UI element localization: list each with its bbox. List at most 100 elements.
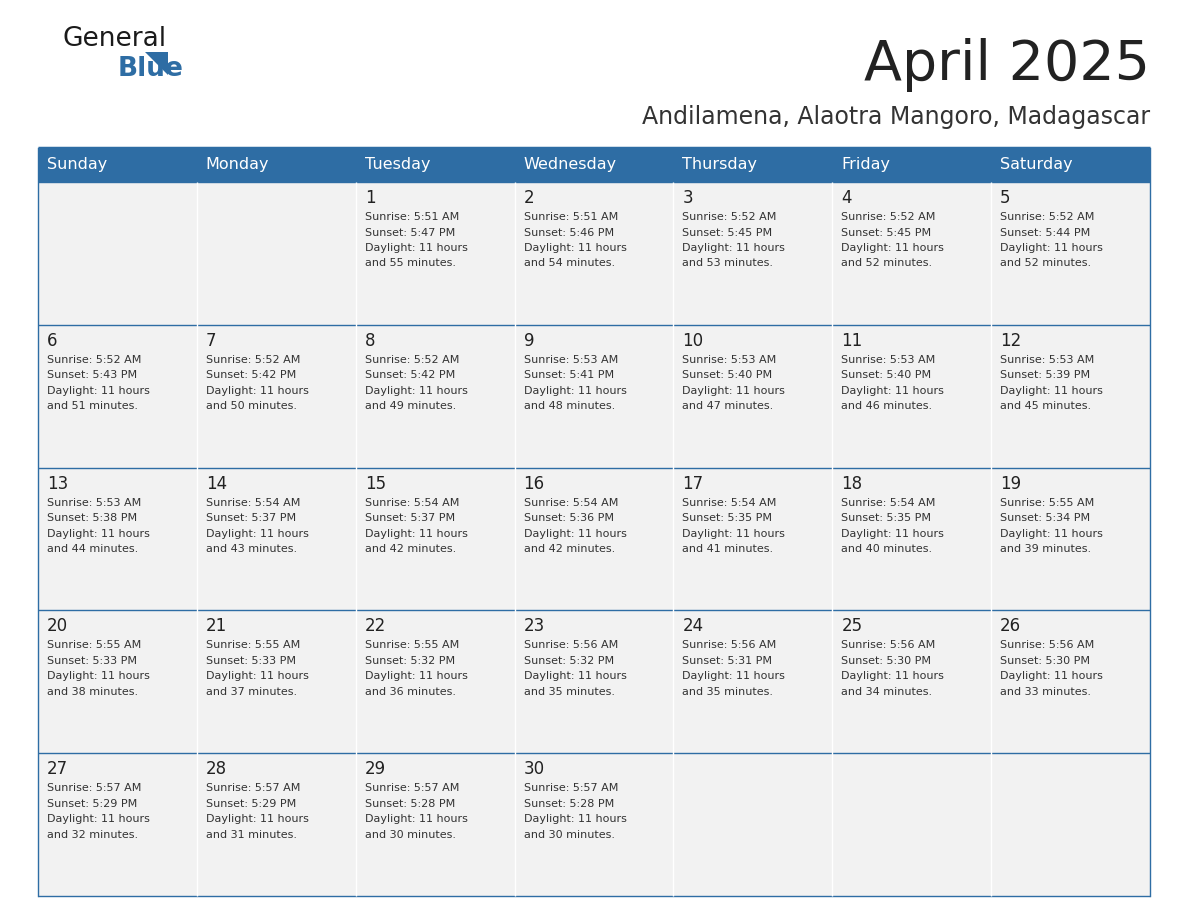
Text: and 33 minutes.: and 33 minutes. bbox=[1000, 687, 1091, 697]
Text: Daylight: 11 hours: Daylight: 11 hours bbox=[365, 529, 468, 539]
Bar bbox=[514, 467, 674, 610]
Text: 23: 23 bbox=[524, 618, 545, 635]
Text: and 54 minutes.: and 54 minutes. bbox=[524, 259, 614, 268]
Text: 7: 7 bbox=[206, 331, 216, 350]
Text: Sunrise: 5:56 AM: Sunrise: 5:56 AM bbox=[1000, 641, 1094, 650]
Text: Daylight: 11 hours: Daylight: 11 hours bbox=[682, 671, 785, 681]
Text: Sunset: 5:42 PM: Sunset: 5:42 PM bbox=[365, 370, 455, 380]
Text: Sunset: 5:35 PM: Sunset: 5:35 PM bbox=[682, 513, 772, 523]
Text: Sunset: 5:40 PM: Sunset: 5:40 PM bbox=[682, 370, 772, 380]
Text: Tuesday: Tuesday bbox=[365, 158, 430, 173]
Text: 18: 18 bbox=[841, 475, 862, 493]
Text: Sunset: 5:40 PM: Sunset: 5:40 PM bbox=[841, 370, 931, 380]
Bar bbox=[991, 148, 1150, 182]
Text: and 30 minutes.: and 30 minutes. bbox=[524, 830, 614, 840]
Text: Daylight: 11 hours: Daylight: 11 hours bbox=[48, 386, 150, 396]
Text: Sunset: 5:47 PM: Sunset: 5:47 PM bbox=[365, 228, 455, 238]
Text: Sunset: 5:35 PM: Sunset: 5:35 PM bbox=[841, 513, 931, 523]
Bar bbox=[674, 610, 833, 753]
Text: 9: 9 bbox=[524, 331, 535, 350]
Text: and 47 minutes.: and 47 minutes. bbox=[682, 401, 773, 411]
Text: 16: 16 bbox=[524, 475, 544, 493]
Text: and 32 minutes.: and 32 minutes. bbox=[48, 830, 138, 840]
Text: Sunrise: 5:54 AM: Sunrise: 5:54 AM bbox=[365, 498, 459, 508]
Bar bbox=[38, 753, 197, 896]
Bar bbox=[38, 148, 197, 182]
Text: Sunset: 5:38 PM: Sunset: 5:38 PM bbox=[48, 513, 137, 523]
Text: Sunrise: 5:54 AM: Sunrise: 5:54 AM bbox=[524, 498, 618, 508]
Text: and 35 minutes.: and 35 minutes. bbox=[682, 687, 773, 697]
Text: Daylight: 11 hours: Daylight: 11 hours bbox=[682, 386, 785, 396]
Text: and 41 minutes.: and 41 minutes. bbox=[682, 544, 773, 554]
Text: Sunset: 5:41 PM: Sunset: 5:41 PM bbox=[524, 370, 614, 380]
Text: 6: 6 bbox=[48, 331, 57, 350]
Text: Daylight: 11 hours: Daylight: 11 hours bbox=[841, 529, 944, 539]
Text: Sunrise: 5:51 AM: Sunrise: 5:51 AM bbox=[365, 212, 459, 222]
Bar bbox=[355, 148, 514, 182]
Text: Daylight: 11 hours: Daylight: 11 hours bbox=[841, 243, 944, 253]
Bar bbox=[355, 610, 514, 753]
Text: and 35 minutes.: and 35 minutes. bbox=[524, 687, 614, 697]
Bar bbox=[514, 753, 674, 896]
Text: 14: 14 bbox=[206, 475, 227, 493]
Text: Daylight: 11 hours: Daylight: 11 hours bbox=[365, 814, 468, 824]
Text: and 37 minutes.: and 37 minutes. bbox=[206, 687, 297, 697]
Text: and 36 minutes.: and 36 minutes. bbox=[365, 687, 456, 697]
Text: 3: 3 bbox=[682, 189, 693, 207]
Text: 13: 13 bbox=[48, 475, 68, 493]
Text: and 38 minutes.: and 38 minutes. bbox=[48, 687, 138, 697]
Text: Sunrise: 5:51 AM: Sunrise: 5:51 AM bbox=[524, 212, 618, 222]
Text: and 52 minutes.: and 52 minutes. bbox=[1000, 259, 1092, 268]
Text: Sunrise: 5:55 AM: Sunrise: 5:55 AM bbox=[48, 641, 141, 650]
Text: Sunrise: 5:55 AM: Sunrise: 5:55 AM bbox=[1000, 498, 1094, 508]
Text: Sunrise: 5:52 AM: Sunrise: 5:52 AM bbox=[365, 354, 459, 364]
Text: Daylight: 11 hours: Daylight: 11 hours bbox=[524, 529, 626, 539]
Text: and 46 minutes.: and 46 minutes. bbox=[841, 401, 933, 411]
Text: Daylight: 11 hours: Daylight: 11 hours bbox=[206, 386, 309, 396]
Text: and 39 minutes.: and 39 minutes. bbox=[1000, 544, 1092, 554]
Text: Sunrise: 5:55 AM: Sunrise: 5:55 AM bbox=[206, 641, 301, 650]
Bar bbox=[355, 182, 514, 325]
Bar bbox=[674, 753, 833, 896]
Text: Sunset: 5:37 PM: Sunset: 5:37 PM bbox=[206, 513, 296, 523]
Bar bbox=[38, 325, 197, 467]
Text: Sunset: 5:43 PM: Sunset: 5:43 PM bbox=[48, 370, 137, 380]
Text: Daylight: 11 hours: Daylight: 11 hours bbox=[48, 814, 150, 824]
Text: Daylight: 11 hours: Daylight: 11 hours bbox=[206, 814, 309, 824]
Bar bbox=[991, 753, 1150, 896]
Bar bbox=[38, 610, 197, 753]
Text: Sunrise: 5:53 AM: Sunrise: 5:53 AM bbox=[841, 354, 935, 364]
Text: Sunset: 5:46 PM: Sunset: 5:46 PM bbox=[524, 228, 614, 238]
Bar bbox=[38, 467, 197, 610]
Text: and 49 minutes.: and 49 minutes. bbox=[365, 401, 456, 411]
Text: Sunrise: 5:53 AM: Sunrise: 5:53 AM bbox=[682, 354, 777, 364]
Bar bbox=[991, 467, 1150, 610]
Text: Sunrise: 5:52 AM: Sunrise: 5:52 AM bbox=[206, 354, 301, 364]
Text: 27: 27 bbox=[48, 760, 68, 778]
Bar bbox=[833, 753, 991, 896]
Text: Daylight: 11 hours: Daylight: 11 hours bbox=[48, 529, 150, 539]
Bar bbox=[991, 182, 1150, 325]
Text: and 50 minutes.: and 50 minutes. bbox=[206, 401, 297, 411]
Text: 12: 12 bbox=[1000, 331, 1022, 350]
Text: Daylight: 11 hours: Daylight: 11 hours bbox=[365, 386, 468, 396]
Bar bbox=[674, 148, 833, 182]
Text: April 2025: April 2025 bbox=[864, 38, 1150, 92]
Text: Sunday: Sunday bbox=[48, 158, 107, 173]
Text: and 44 minutes.: and 44 minutes. bbox=[48, 544, 138, 554]
Text: 24: 24 bbox=[682, 618, 703, 635]
Text: Sunrise: 5:54 AM: Sunrise: 5:54 AM bbox=[841, 498, 936, 508]
Text: Sunset: 5:39 PM: Sunset: 5:39 PM bbox=[1000, 370, 1091, 380]
Bar bbox=[991, 610, 1150, 753]
Text: Daylight: 11 hours: Daylight: 11 hours bbox=[682, 529, 785, 539]
Bar bbox=[197, 148, 355, 182]
Text: 5: 5 bbox=[1000, 189, 1011, 207]
Bar bbox=[197, 753, 355, 896]
Text: Sunset: 5:30 PM: Sunset: 5:30 PM bbox=[841, 655, 931, 666]
Text: Daylight: 11 hours: Daylight: 11 hours bbox=[524, 243, 626, 253]
Text: Sunset: 5:31 PM: Sunset: 5:31 PM bbox=[682, 655, 772, 666]
Bar bbox=[197, 467, 355, 610]
Text: and 31 minutes.: and 31 minutes. bbox=[206, 830, 297, 840]
Text: Wednesday: Wednesday bbox=[524, 158, 617, 173]
Text: Sunrise: 5:57 AM: Sunrise: 5:57 AM bbox=[524, 783, 618, 793]
